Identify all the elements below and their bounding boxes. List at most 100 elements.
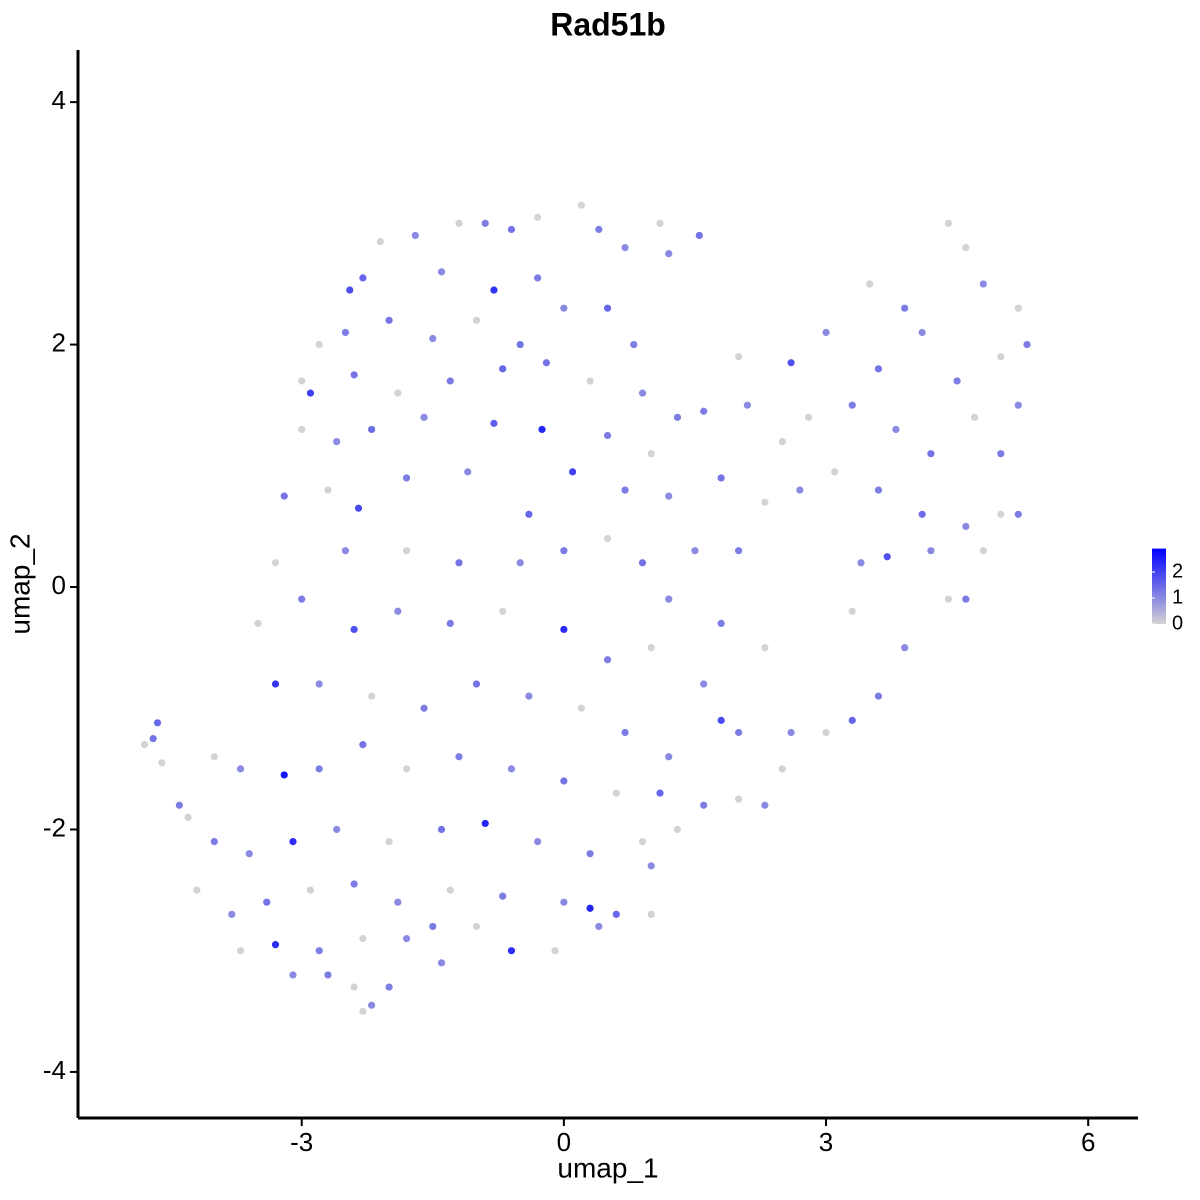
point	[927, 450, 935, 458]
point	[385, 983, 393, 991]
point	[394, 898, 402, 906]
point	[621, 728, 629, 737]
point	[324, 971, 332, 979]
point	[368, 425, 376, 434]
point	[603, 534, 612, 543]
point	[298, 595, 306, 603]
point	[673, 825, 682, 834]
point	[516, 340, 524, 349]
point	[883, 553, 891, 561]
point	[341, 547, 350, 555]
point	[595, 225, 603, 234]
point	[560, 777, 568, 785]
point	[481, 219, 489, 227]
point	[394, 607, 402, 615]
point	[778, 437, 786, 446]
point	[499, 365, 507, 373]
colorbar-tick-label: 1	[1172, 586, 1183, 608]
point	[315, 680, 323, 688]
point	[717, 619, 725, 627]
point	[538, 425, 546, 434]
point	[717, 474, 725, 482]
point	[804, 413, 813, 421]
point	[700, 407, 708, 415]
colorbar-tick-label: 0	[1172, 612, 1183, 634]
point	[236, 947, 245, 955]
x-tick-label: -3	[290, 1127, 313, 1157]
point	[656, 789, 664, 797]
point	[455, 559, 463, 567]
point	[271, 559, 280, 567]
point	[490, 419, 498, 427]
point	[621, 486, 629, 494]
point	[1023, 340, 1031, 349]
point	[464, 468, 472, 476]
point	[499, 892, 507, 900]
point	[761, 801, 769, 809]
point	[402, 934, 411, 943]
point	[665, 492, 673, 500]
point	[534, 838, 542, 846]
point	[761, 644, 769, 652]
point	[695, 231, 703, 240]
point	[778, 765, 786, 773]
point	[979, 280, 987, 288]
y-tick-label: 2	[52, 327, 66, 357]
y-axis-label: umap_2	[4, 533, 35, 634]
point	[350, 983, 358, 991]
point	[228, 910, 236, 918]
point	[280, 492, 288, 500]
point	[970, 413, 979, 421]
point	[446, 377, 454, 385]
point	[507, 947, 516, 955]
point	[848, 607, 856, 615]
point	[953, 377, 961, 385]
point	[507, 225, 516, 234]
point	[901, 644, 909, 652]
point	[621, 243, 629, 252]
x-tick-label: 0	[557, 1127, 571, 1157]
point	[735, 728, 743, 737]
point	[927, 547, 935, 555]
point	[1014, 401, 1022, 409]
point	[796, 486, 804, 494]
y-tick-label: 4	[52, 85, 66, 115]
point	[848, 716, 856, 724]
point	[944, 219, 952, 227]
point	[656, 219, 664, 227]
point	[735, 547, 743, 555]
point	[997, 353, 1005, 361]
point	[647, 450, 655, 458]
point	[787, 359, 795, 367]
point	[359, 741, 367, 749]
point	[874, 692, 883, 700]
point	[376, 237, 384, 246]
point	[315, 340, 323, 349]
point	[735, 353, 743, 361]
point	[577, 704, 585, 712]
point	[472, 316, 481, 324]
point	[315, 947, 323, 955]
point	[359, 1007, 367, 1015]
point	[586, 850, 594, 858]
point	[350, 371, 358, 379]
point	[638, 389, 647, 397]
point	[665, 595, 673, 603]
point	[437, 268, 446, 276]
point	[665, 753, 673, 761]
point	[665, 250, 673, 258]
point	[516, 559, 524, 567]
point	[210, 753, 218, 761]
point	[289, 971, 297, 979]
point	[586, 904, 594, 912]
point	[560, 304, 568, 312]
point	[306, 886, 315, 894]
point	[402, 474, 411, 482]
point	[350, 625, 358, 634]
point	[638, 559, 647, 567]
point	[394, 389, 402, 397]
point	[892, 425, 900, 434]
point	[1014, 304, 1022, 312]
point	[158, 759, 166, 767]
point	[437, 959, 446, 967]
